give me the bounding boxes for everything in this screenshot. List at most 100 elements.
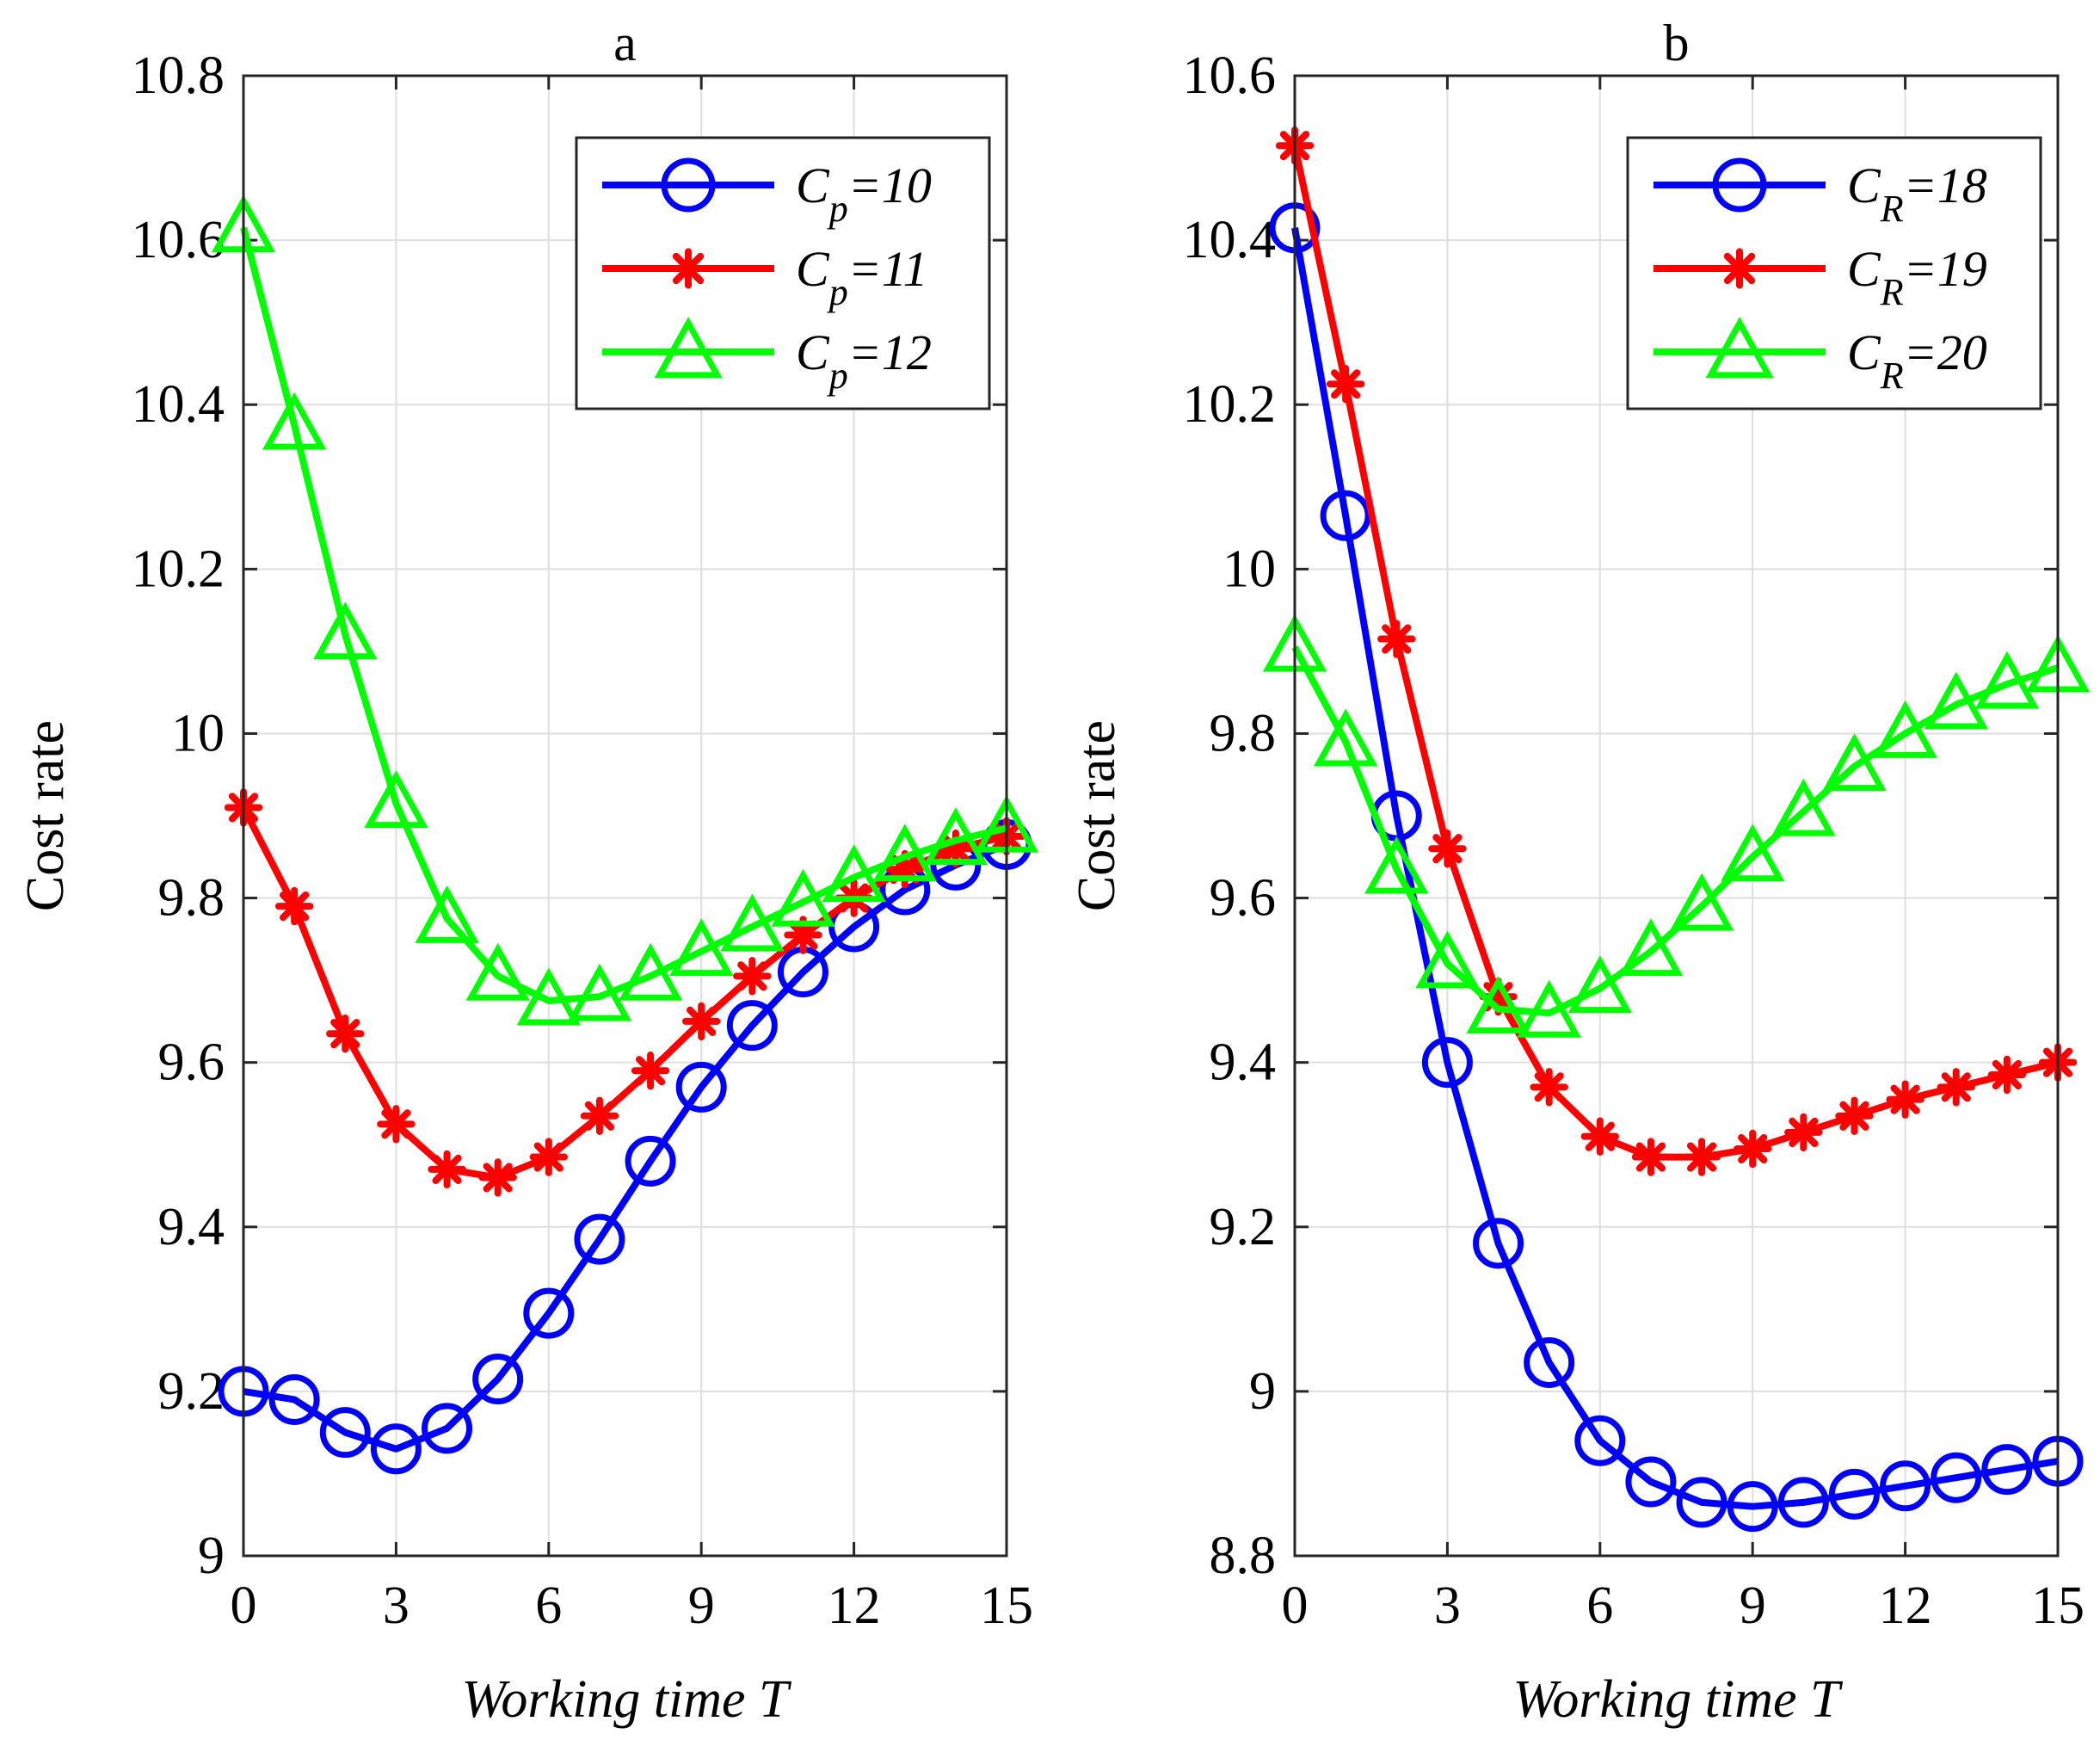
series-3 [1262,614,2091,1038]
legend-entry: Cp=12 [602,317,932,397]
legend-marker [654,317,723,379]
chart-panel-b: b Cost rate Working time T 8.8 9 9.2 9.4 9.6… [1068,15,2091,1729]
data-point [784,916,822,954]
data-point [733,957,772,996]
y-tick-label: 9.2 [1210,1198,1277,1256]
series-line [1291,227,2059,1510]
y-axis-label: Cost rate [1068,720,1126,911]
data-point [822,844,886,903]
x-tick-label: 15 [2031,1576,2085,1635]
y-tick-label: 10.8 [132,46,225,105]
data-point [262,392,327,450]
data-point [625,1135,676,1187]
data-point [472,1354,524,1405]
data-point [529,1138,568,1176]
legend-entry: CR=19 [1654,241,1987,313]
data-point [1313,708,1378,767]
data-point [1326,365,1365,404]
data-point [631,1052,670,1090]
axes-frame [1293,74,2060,1558]
chart-title: b [1664,15,1690,71]
chart-panel-a: a Cost rate Working time T 9 9.2 9.4 9.6 9.8… [16,15,1039,1729]
axes-frame [242,74,1008,1558]
x-tick-label: 12 [1879,1576,1932,1635]
series-line [1291,145,2059,1161]
data-point [313,602,378,660]
data-point [1835,1096,1874,1135]
legend-marker [1705,317,1774,379]
x-tick-label: 6 [535,1576,562,1635]
series-2 [1275,126,2078,1176]
data-point [1734,1129,1772,1169]
x-tick-label: 6 [1586,1576,1613,1635]
y-tick-label: 9.4 [158,1198,225,1256]
x-tick-label: 0 [1282,1576,1309,1635]
data-point [1822,733,1887,792]
data-point [567,963,632,1021]
data-point [1517,979,1581,1038]
chart-title: a [613,15,637,71]
data-point [364,770,428,829]
x-tick-label: 0 [231,1576,257,1635]
legend-entry: CR=20 [1654,317,1987,397]
data-point [580,1096,619,1135]
data-point [1625,1456,1677,1508]
data-point [1931,1452,1982,1503]
data-point [478,1158,517,1197]
legend-marker [661,157,716,213]
legend-entry: Cp=10 [602,157,932,230]
y-tick-label: 9.4 [1210,1033,1277,1092]
data-point [1987,1055,2027,1095]
data-point [1524,1336,1575,1388]
series-line [243,841,1008,1453]
data-point [1721,824,1785,882]
y-tick-label: 9 [198,1527,225,1585]
y-tick-label: 9.8 [158,869,225,928]
series-line [240,226,1007,1004]
data-point [1676,1477,1727,1528]
data-point [326,1015,365,1053]
x-tick-label: 3 [383,1576,410,1635]
legend-label: Cp=10 [796,157,932,230]
legend-label: Cp=12 [796,324,932,397]
data-point [1777,1477,1829,1528]
data-point [516,967,581,1026]
x-tick-label: 9 [688,1576,715,1635]
data-point [1631,1138,1671,1176]
data-point [682,1002,721,1041]
data-point [1974,651,2040,709]
y-tick-label: 9.2 [158,1362,225,1421]
data-point [669,918,734,977]
data-point [1428,830,1467,868]
legend-label: CR=19 [1847,241,1987,313]
data-point [274,886,314,926]
data-point [1880,1460,1931,1512]
y-tick-label: 10.6 [1183,46,1277,105]
data-point [1415,930,1480,989]
y-tick-label: 10.6 [132,211,225,269]
data-point [872,824,937,882]
data-point [319,1407,371,1459]
y-tick-label: 9.6 [158,1033,225,1092]
y-tick-label: 10.2 [1183,375,1277,434]
data-point [1669,873,1734,931]
data-point [415,885,479,943]
data-point [675,1061,727,1113]
data-point [1682,1138,1721,1176]
data-point [1473,1218,1524,1269]
data-point [1320,490,1371,541]
legend-marker [668,248,709,289]
x-tick-label: 3 [1434,1576,1461,1635]
data-point [1873,700,1937,758]
data-point [1567,955,1632,1014]
data-point [1466,976,1530,1034]
data-point [1784,1113,1823,1152]
y-tick-label: 10.4 [132,375,225,434]
data-point [1981,1444,2033,1496]
data-point [1828,1468,1880,1520]
y-tick-label: 9.6 [1210,869,1277,928]
data-point [1364,836,1429,894]
data-point [1886,1080,1924,1119]
x-axis-label: Working time T [1512,1670,1844,1729]
data-point [726,1000,778,1052]
